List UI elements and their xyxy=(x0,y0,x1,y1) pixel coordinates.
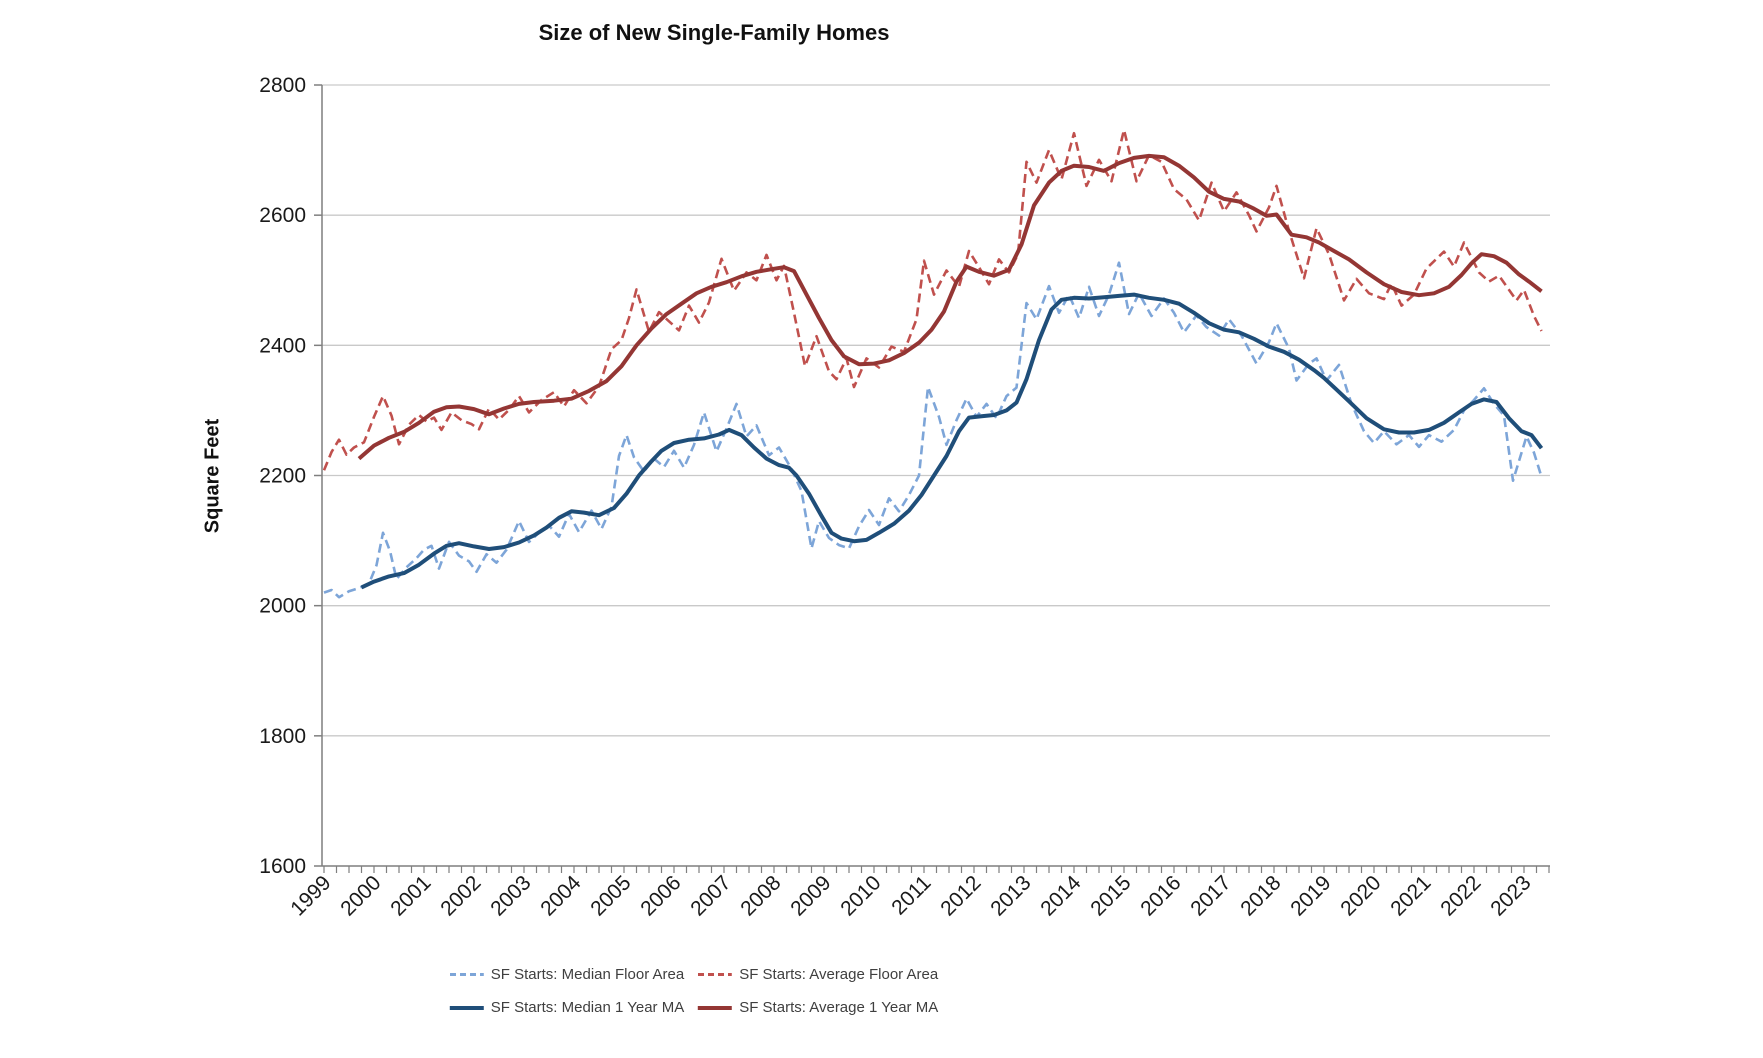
x-year-label-2016: 2016 xyxy=(1136,871,1185,920)
legend: SF Starts: Median Floor Area SF Starts: A… xyxy=(449,966,938,1016)
x-year-label-2001: 2001 xyxy=(386,871,435,920)
y-tick-label-2000: 2000 xyxy=(259,595,306,618)
x-year-label-2015: 2015 xyxy=(1086,871,1135,920)
legend-solid-line-swatch xyxy=(698,1005,733,1010)
x-year-label-2014: 2014 xyxy=(1036,871,1086,921)
x-year-label-2003: 2003 xyxy=(486,871,535,920)
series-line-3-sf-starts-average-1-year-ma xyxy=(357,153,1543,461)
y-tick-label-2200: 2200 xyxy=(259,465,306,488)
legend-label: SF Starts: Average 1 Year MA xyxy=(739,999,939,1016)
x-year-label-2012: 2012 xyxy=(936,871,985,920)
x-year-label-2000: 2000 xyxy=(336,871,385,920)
legend-dashed-line-swatch xyxy=(698,973,733,976)
series-line-2-sf-starts-median-1-year-ma xyxy=(360,292,1544,590)
x-year-label-2021: 2021 xyxy=(1386,871,1435,920)
y-tick-label-2600: 2600 xyxy=(259,204,306,227)
x-year-label-2013: 2013 xyxy=(986,871,1035,920)
x-year-label-2023: 2023 xyxy=(1486,871,1535,920)
legend-solid-line-swatch xyxy=(449,1005,484,1010)
legend-label: SF Starts: Median 1 Year MA xyxy=(490,999,685,1016)
x-year-label-2005: 2005 xyxy=(586,871,635,920)
x-year-label-2022: 2022 xyxy=(1436,871,1485,920)
legend-row-1: SF Starts: Median Floor Area SF Starts: A… xyxy=(449,966,938,983)
legend-row-2: SF Starts: Median 1 Year MA SF Starts: Av… xyxy=(449,999,938,1016)
x-year-label-2004: 2004 xyxy=(536,871,586,921)
series-line-1-sf-starts-average-floor-area xyxy=(322,128,1543,471)
chart-title: Size of New Single-Family Homes xyxy=(538,20,890,45)
x-year-label-2011: 2011 xyxy=(887,871,935,919)
y-tick-label-2400: 2400 xyxy=(259,334,306,357)
y-tick-label-1800: 1800 xyxy=(259,725,306,748)
x-year-label-2017: 2017 xyxy=(1186,871,1235,920)
x-year-label-2019: 2019 xyxy=(1286,871,1335,920)
x-year-label-2007: 2007 xyxy=(686,871,735,920)
y-tick-label-1600: 1600 xyxy=(259,855,306,878)
x-year-label-2002: 2002 xyxy=(436,871,485,920)
legend-item-sf-starts-median-1-year-ma: SF Starts: Median 1 Year MA xyxy=(449,999,685,1016)
x-year-label-2009: 2009 xyxy=(786,871,835,920)
x-year-label-2018: 2018 xyxy=(1236,871,1285,920)
legend-label: SF Starts: Median Floor Area xyxy=(490,966,685,983)
x-year-label-2008: 2008 xyxy=(736,871,785,920)
legend-label: SF Starts: Average Floor Area xyxy=(739,966,939,983)
legend-item-sf-starts-average-floor-area: SF Starts: Average Floor Area xyxy=(698,966,938,983)
x-year-label-2006: 2006 xyxy=(636,871,685,920)
legend-item-sf-starts-average-1-year-ma: SF Starts: Average 1 Year MA xyxy=(698,999,938,1016)
series-line-0-sf-starts-median-floor-area xyxy=(323,261,1543,599)
y-tick-label-2800: 2800 xyxy=(259,74,306,97)
x-year-label-2020: 2020 xyxy=(1336,871,1385,920)
x-year-label-2010: 2010 xyxy=(836,871,885,920)
x-year-label-1999: 1999 xyxy=(286,871,335,920)
legend-item-sf-starts-median-floor-area: SF Starts: Median Floor Area xyxy=(449,966,685,983)
legend-dashed-line-swatch xyxy=(449,973,484,976)
